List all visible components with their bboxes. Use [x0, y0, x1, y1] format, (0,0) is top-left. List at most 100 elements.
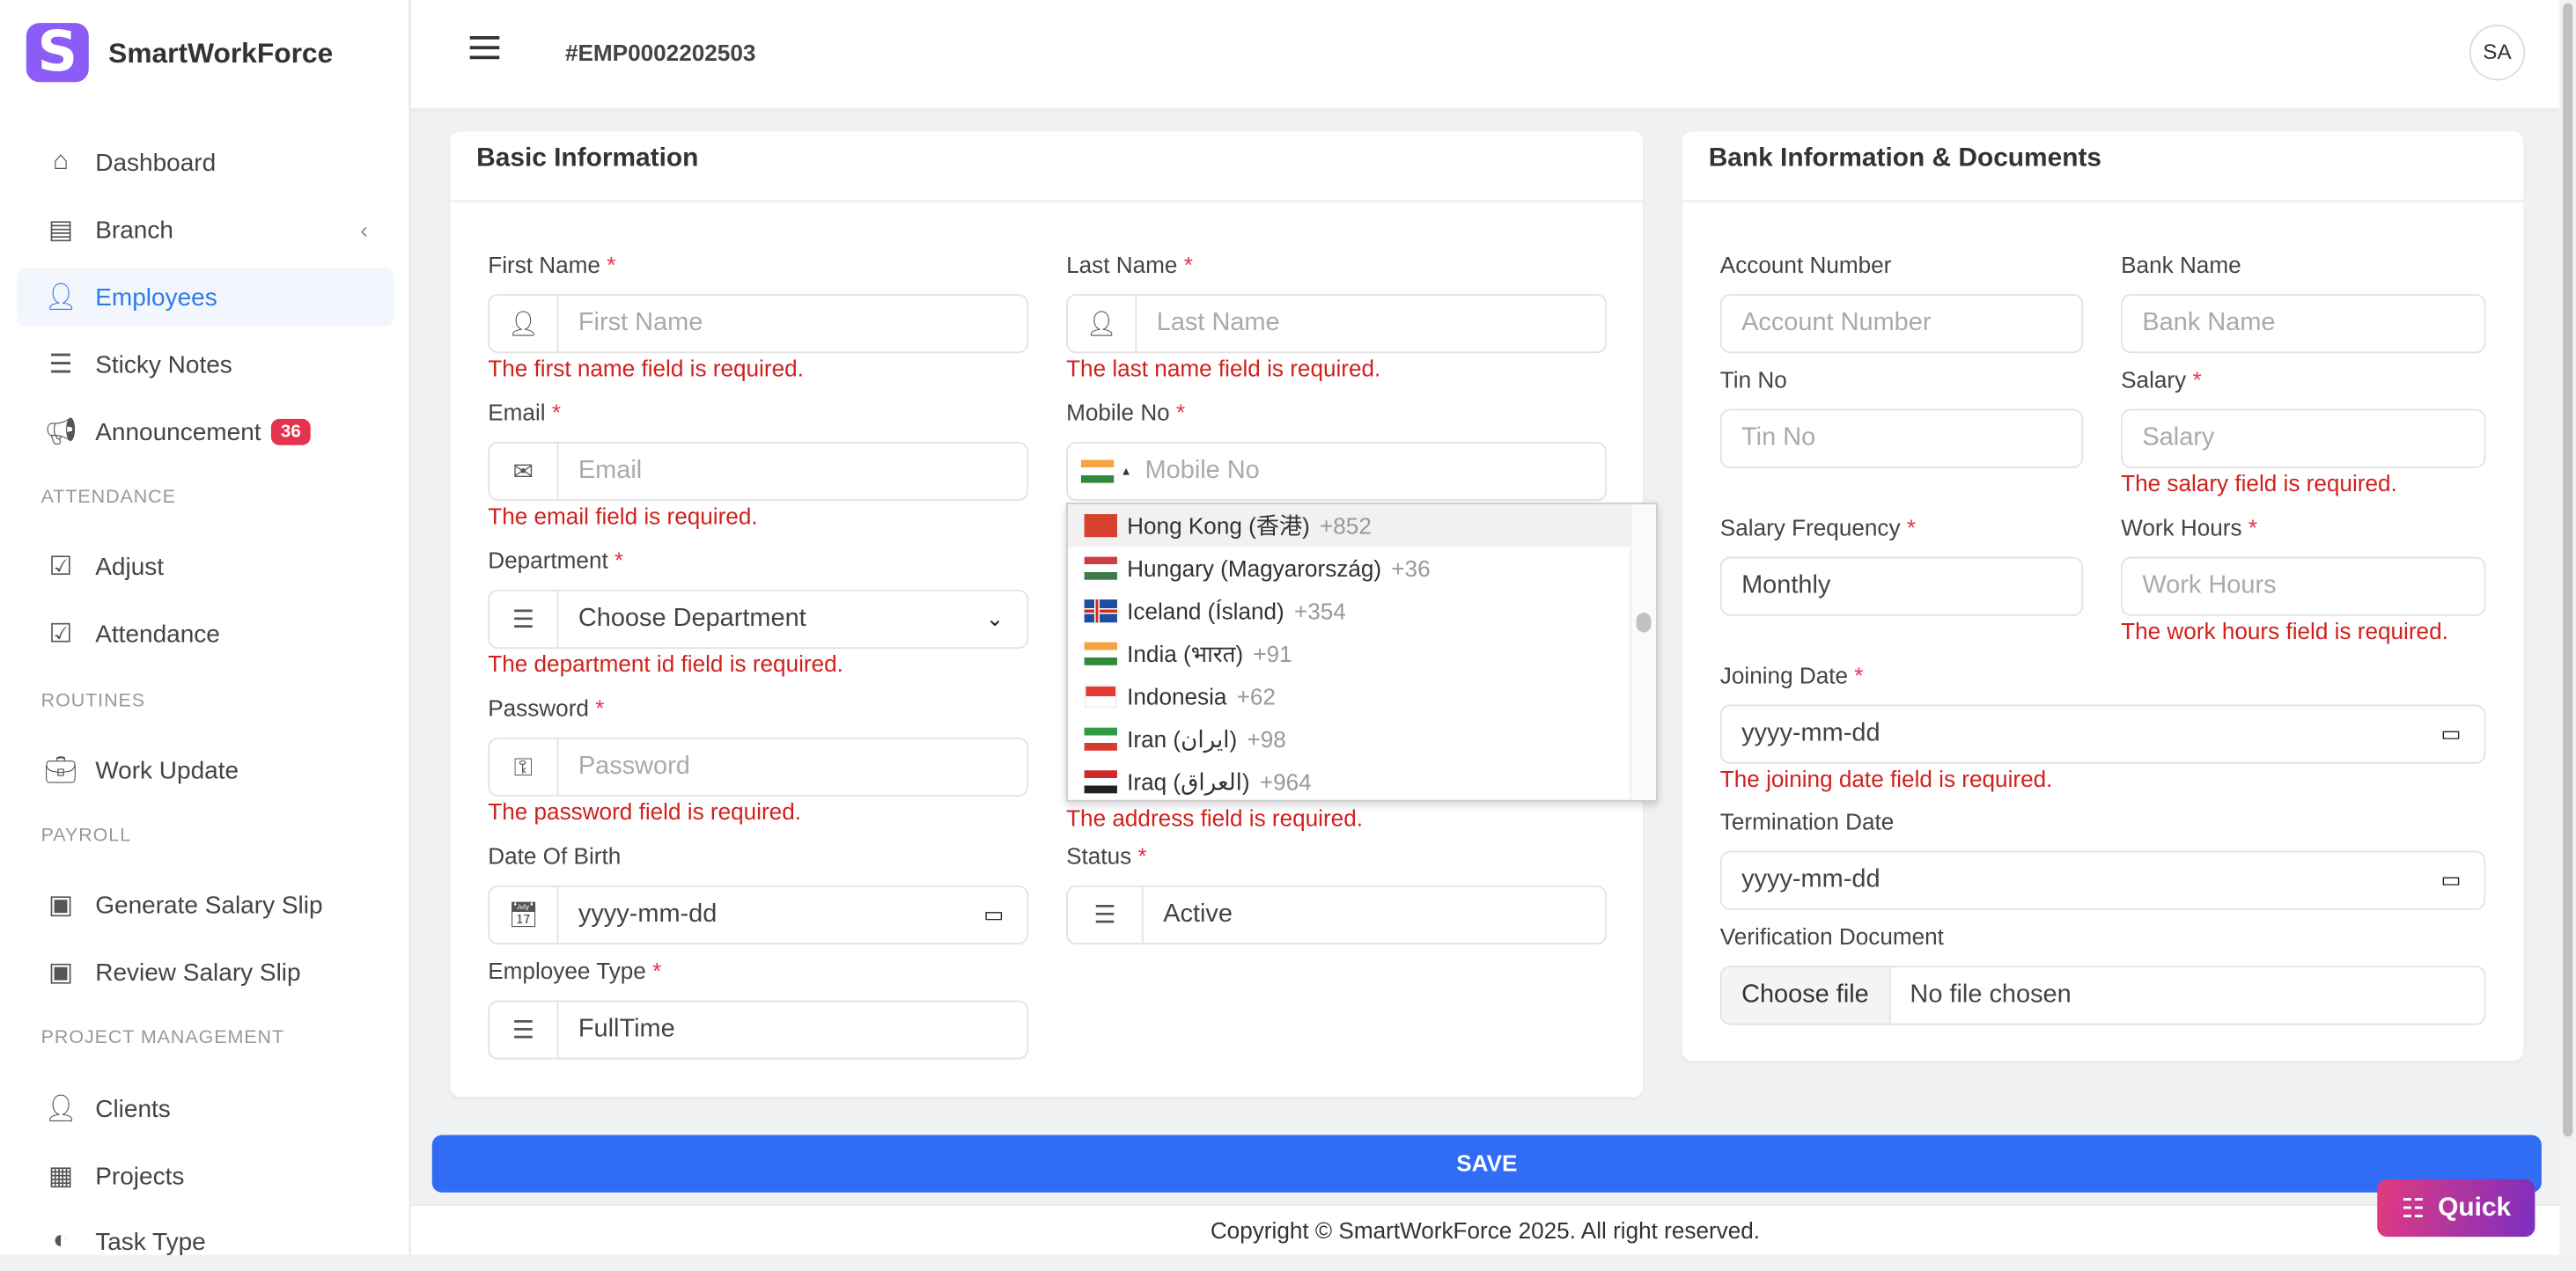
country-name: Iraq (‫العراق‬‎) — [1127, 768, 1250, 795]
employee-type-label: Employee Type * — [488, 957, 662, 984]
bank-name-input[interactable]: Bank Name — [2121, 294, 2486, 354]
sidebar-item-label: Projects — [95, 1162, 185, 1190]
sidebar-item-work-update[interactable]: 💼︎ Work Update — [17, 741, 394, 800]
menu-toggle-icon[interactable] — [469, 36, 500, 60]
choose-file-button[interactable]: Choose file — [1721, 967, 1891, 1024]
checklist-icon: ☑ — [48, 553, 73, 582]
country-dial-code: +354 — [1293, 598, 1346, 625]
verification-document-input[interactable]: Choose file No file chosen — [1719, 966, 2486, 1025]
sidebar-item-label: Attendance — [95, 620, 220, 649]
sidebar-item-dashboard[interactable]: ⌂ Dashboard — [17, 133, 394, 192]
joining-date-label: Joining Date * — [1719, 662, 1864, 688]
sidebar-item-projects[interactable]: ▦ Projects — [17, 1147, 394, 1206]
sidebar-item-adjust[interactable]: ☑ Adjust — [17, 537, 394, 596]
is-flag-icon — [1084, 599, 1117, 623]
sidebar-item-label: Sticky Notes — [95, 350, 232, 379]
mobile-input[interactable]: ▲ Mobile No — [1066, 441, 1608, 502]
salary-frequency-select[interactable]: Monthly — [1719, 556, 2084, 616]
password-error: The password field is required. — [488, 797, 802, 825]
file-status: No file chosen — [1910, 981, 2072, 1009]
work-hours-input[interactable]: Work Hours — [2121, 556, 2486, 616]
account-number-input[interactable]: Account Number — [1719, 294, 2084, 354]
in-flag-icon — [1084, 642, 1117, 665]
list-icon: ☰ — [489, 1002, 559, 1058]
money-icon: ▣ — [48, 892, 74, 921]
section-title: PAYROLL — [40, 826, 132, 847]
sidebar-item-review-salary-slip[interactable]: ▣ Review Salary Slip — [17, 943, 394, 1002]
sidebar-item-label: Announcement — [95, 417, 261, 446]
employee-type-select[interactable]: ☰ FullTime — [488, 1000, 1029, 1060]
department-select[interactable]: ☰ Choose Department ⌄ — [488, 589, 1029, 650]
home-icon: ⌂ — [53, 147, 70, 176]
sidebar-item-label: Clients — [95, 1094, 171, 1123]
first-name-input[interactable]: 👤︎ First Name — [488, 294, 1029, 354]
tin-input[interactable]: Tin No — [1719, 408, 2084, 468]
sidebar-item-sticky-notes[interactable]: ☰ Sticky Notes — [17, 335, 394, 394]
country-option[interactable]: Hong Kong (香港) +852 — [1067, 503, 1633, 547]
country-code-dropdown[interactable]: Hong Kong (香港) +852 Hungary (Magyarország)… — [1066, 503, 1658, 802]
country-option[interactable]: Iraq (‫العراق‬‎) +964 — [1068, 760, 1633, 800]
section-title: ATTENDANCE — [40, 488, 176, 508]
caret-up-icon[interactable]: ▲ — [1120, 466, 1132, 478]
sidebar: S SmartWorkForce ⌂ Dashboard ▤ Branch ‹ 👤︎ E… — [0, 0, 411, 1256]
sidebar-item-generate-salary-slip[interactable]: ▣ Generate Salary Slip — [17, 876, 394, 935]
dropdown-scrollbar-thumb[interactable] — [1636, 613, 1652, 633]
country-option[interactable]: Iran (‫ایران‬‎) +98 — [1068, 717, 1633, 760]
department-label: Department * — [488, 547, 624, 574]
sidebar-item-attendance[interactable]: ☑ Attendance — [17, 605, 394, 664]
status-select[interactable]: ☰ Active — [1066, 885, 1608, 945]
card-title: Bank Information & Documents — [1708, 144, 2102, 173]
sidebar-item-employees[interactable]: 👤︎ Employees — [16, 268, 394, 327]
circles-icon: ◐ — [53, 1226, 70, 1255]
country-option[interactable]: Iceland (Ísland) +354 — [1068, 590, 1633, 633]
section-title: ROUTINES — [40, 691, 146, 712]
sidebar-item-clients[interactable]: 👤︎ Clients — [17, 1079, 394, 1138]
hu-flag-icon — [1084, 556, 1117, 580]
chevron-down-icon: ⌄ — [985, 606, 1005, 631]
dob-input[interactable]: 📅︎ yyyy-mm-dd ▭ — [488, 885, 1029, 945]
country-option[interactable]: Indonesia +62 — [1068, 675, 1633, 718]
sidebar-item-label: Task Type — [95, 1227, 206, 1256]
sidebar-item-branch[interactable]: ▤ Branch ‹ — [17, 201, 394, 260]
joining-date-input[interactable]: yyyy-mm-dd ▭ — [1719, 704, 2486, 764]
country-option[interactable]: Hungary (Magyarország) +36 — [1068, 547, 1633, 590]
save-button[interactable]: SAVE — [431, 1135, 2542, 1193]
user-icon: 👤︎ — [44, 283, 77, 312]
india-flag-icon[interactable] — [1080, 459, 1115, 483]
sidebar-item-label: Dashboard — [95, 148, 217, 177]
first-name-error: The first name field is required. — [488, 355, 804, 381]
account-number-label: Account Number — [1719, 251, 1892, 278]
calendar-picker-icon[interactable]: ▭ — [2440, 867, 2462, 893]
termination-date-input[interactable]: yyyy-mm-dd ▭ — [1719, 850, 2486, 910]
list-icon: ☰ — [489, 591, 559, 648]
page-scrollbar-thumb[interactable] — [2563, 3, 2573, 1137]
last-name-input[interactable]: 👤︎ Last Name — [1066, 294, 1608, 354]
briefcase-icon: 💼︎ — [44, 757, 77, 785]
mobile-label: Mobile No * — [1066, 399, 1186, 426]
sidebar-item-label: Work Update — [95, 756, 239, 785]
sidebar-item-label: Employees — [95, 283, 217, 312]
country-name: Iceland (Ísland) — [1127, 598, 1284, 625]
user-avatar[interactable]: SA — [2469, 24, 2526, 81]
sidebar-item-task-type[interactable]: ◐ Task Type — [17, 1212, 394, 1271]
salary-frequency-label: Salary Frequency * — [1719, 514, 1916, 540]
termination-date-label: Termination Date — [1719, 808, 1895, 834]
last-name-label: Last Name * — [1066, 251, 1193, 278]
quick-button[interactable]: ☷ Quick — [2377, 1179, 2536, 1238]
calendar-picker-icon[interactable]: ▭ — [983, 901, 1005, 927]
email-input[interactable]: ✉ Email — [488, 441, 1029, 502]
sidebar-item-label: Review Salary Slip — [95, 958, 301, 987]
country-option[interactable]: India (भारत) +91 — [1068, 632, 1633, 675]
footer-copyright: Copyright © SmartWorkForce 2025. All rig… — [410, 1203, 2560, 1255]
dropdown-scrollbar[interactable] — [1630, 503, 1657, 800]
salary-input[interactable]: Salary — [2121, 408, 2486, 468]
email-label: Email * — [488, 399, 562, 426]
work-hours-error: The work hours field is required. — [2121, 617, 2448, 644]
list-icon: ☰ — [1068, 886, 1144, 944]
calendar-picker-icon[interactable]: ▭ — [2440, 721, 2462, 746]
sidebar-item-announcement[interactable]: 📢︎ Announcement 36 — [17, 402, 394, 461]
card-title: Basic Information — [476, 144, 699, 173]
country-name: India (भारत) — [1127, 639, 1244, 666]
id-flag-icon — [1084, 685, 1117, 709]
password-input[interactable]: ⚿ Password — [488, 737, 1029, 797]
